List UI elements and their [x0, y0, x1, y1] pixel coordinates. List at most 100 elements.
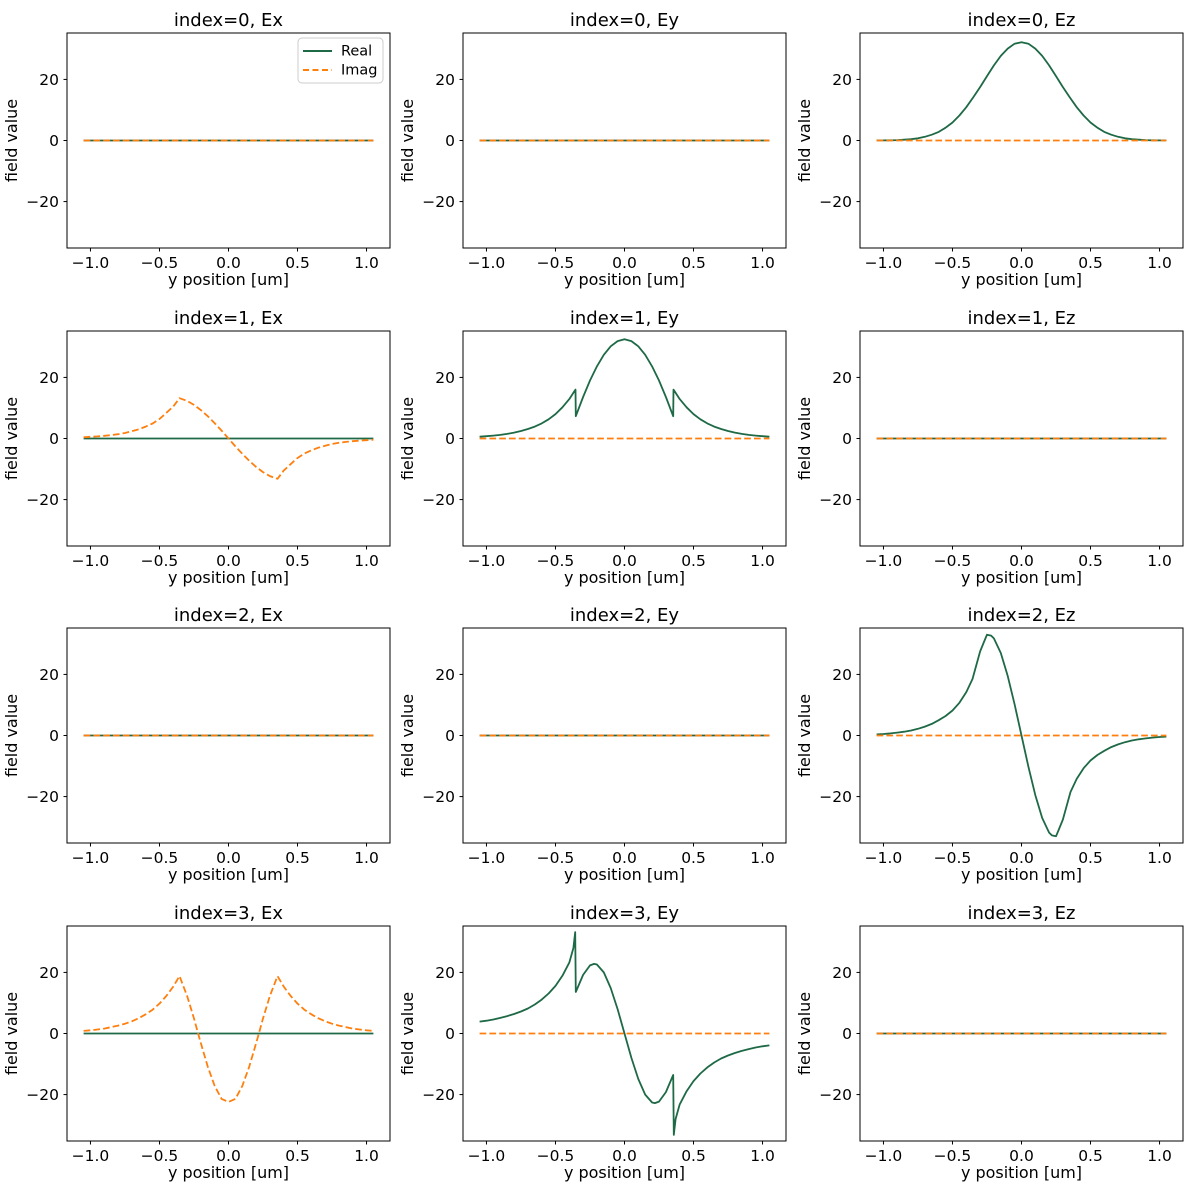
y-tick-label: 20 [436, 666, 456, 684]
y-axis-label: field value [2, 991, 21, 1074]
x-tick-label: 0.5 [285, 254, 310, 272]
y-axis-label: field value [2, 694, 21, 777]
x-tick-label: −0.5 [141, 551, 179, 569]
x-tick-label: 0.5 [1078, 551, 1103, 569]
plot-frame [462, 925, 787, 1141]
subplot-4: index=1, Ey −1.0 −0.5 0.0 0.5 1.0 −20 0 20 y posi… [398, 308, 787, 586]
plot-frame [66, 330, 391, 546]
x-tick-label: −0.5 [537, 849, 575, 867]
subplot-5: index=1, Ez −1.0 −0.5 0.0 0.5 1.0 −20 0 20 y posi… [795, 308, 1184, 586]
chart-title: index=3, Ey [570, 903, 680, 924]
y-tick-label: 0 [842, 132, 852, 150]
y-tick-label: 20 [39, 666, 59, 684]
x-tick-label: 0.0 [1009, 254, 1034, 272]
y-axis-label: field value [398, 396, 417, 479]
x-tick-label: 0.0 [216, 254, 241, 272]
x-tick-label: −0.5 [141, 849, 179, 867]
real-line [479, 930, 770, 1136]
x-axis-label: y position [um] [961, 270, 1082, 289]
chart-title: index=1, Ey [570, 308, 680, 329]
y-tick-label: 20 [436, 963, 456, 981]
y-tick-label: −20 [819, 491, 852, 509]
x-tick-label: 0.5 [682, 849, 707, 867]
y-axis-label: field value [795, 396, 814, 479]
x-tick-label: 1.0 [354, 254, 379, 272]
x-tick-label: 1.0 [1147, 254, 1172, 272]
x-axis-label: y position [um] [564, 567, 685, 586]
x-tick-label: −0.5 [141, 254, 179, 272]
y-axis-label: field value [398, 991, 417, 1074]
x-tick-label: 0.5 [682, 254, 707, 272]
real-line [876, 633, 1167, 838]
chart-title: index=1, Ez [967, 308, 1075, 329]
y-tick-label: 0 [842, 1025, 852, 1043]
subplot-1: index=0, Ey −1.0 −0.5 0.0 0.5 1.0 −20 0 20 y posi… [398, 10, 787, 289]
x-tick-label: −1.0 [72, 551, 110, 569]
x-tick-label: 0.0 [216, 551, 241, 569]
subplot-6: index=2, Ex −1.0 −0.5 0.0 0.5 1.0 −20 0 20 y posi… [2, 605, 391, 884]
y-tick-label: 0 [49, 1025, 59, 1043]
subplot-11: index=3, Ez −1.0 −0.5 0.0 0.5 1.0 −20 0 20 y posi… [795, 903, 1184, 1181]
plot-frame [859, 925, 1184, 1141]
plot-frame [66, 32, 391, 249]
chart-title: index=2, Ey [570, 605, 680, 626]
x-axis-label: y position [um] [961, 1162, 1082, 1181]
subplot-7: index=2, Ey −1.0 −0.5 0.0 0.5 1.0 −20 0 20 y posi… [398, 605, 787, 884]
y-tick-label: −20 [26, 193, 59, 211]
plot-frame [859, 330, 1184, 546]
y-tick-label: 0 [49, 727, 59, 745]
chart-title: index=2, Ex [174, 605, 284, 626]
y-tick-label: 0 [445, 132, 455, 150]
x-tick-label: −0.5 [933, 1146, 971, 1164]
chart-title: index=3, Ex [174, 903, 284, 924]
x-tick-label: 0.0 [1009, 1146, 1034, 1164]
x-tick-label: 0.5 [682, 551, 707, 569]
x-tick-label: 0.5 [1078, 254, 1103, 272]
plot-frame [859, 32, 1184, 249]
y-tick-label: −20 [26, 788, 59, 806]
x-tick-label: −0.5 [933, 849, 971, 867]
x-tick-label: 1.0 [354, 1146, 379, 1164]
x-tick-label: −0.5 [933, 254, 971, 272]
plot-frame [66, 925, 391, 1141]
y-axis-label: field value [795, 99, 814, 182]
x-tick-label: −1.0 [468, 551, 506, 569]
x-axis-label: y position [um] [564, 865, 685, 884]
plot-frame [66, 627, 391, 844]
y-tick-label: −20 [423, 491, 456, 509]
subplot-8: index=2, Ez −1.0 −0.5 0.0 0.5 1.0 −20 0 20 y posi… [795, 605, 1184, 884]
x-tick-label: 0.5 [1078, 1146, 1103, 1164]
x-tick-label: −0.5 [537, 1146, 575, 1164]
x-tick-label: 0.0 [613, 254, 638, 272]
legend-label-real: Real [341, 44, 372, 60]
x-tick-label: 1.0 [751, 551, 776, 569]
y-tick-label: 20 [39, 963, 59, 981]
x-tick-label: 0.0 [613, 849, 638, 867]
y-tick-label: −20 [423, 788, 456, 806]
x-axis-label: y position [um] [168, 567, 289, 586]
plot-frame [462, 32, 787, 249]
subplot-0: index=0, Ex −1.0 −0.5 0.0 0.5 1.0 −20 0 20 y posi… [2, 10, 391, 289]
y-tick-label: 20 [436, 71, 456, 89]
imag-line [83, 974, 374, 1103]
y-tick-label: −20 [423, 1086, 456, 1104]
x-tick-label: 0.0 [1009, 849, 1034, 867]
y-tick-label: 0 [49, 430, 59, 448]
x-tick-label: −0.5 [933, 551, 971, 569]
subplot-2: index=0, Ez −1.0 −0.5 0.0 0.5 1.0 −20 0 20 y posi… [795, 10, 1184, 289]
y-axis-label: field value [2, 396, 21, 479]
x-tick-label: 0.5 [285, 551, 310, 569]
x-tick-label: −1.0 [864, 551, 902, 569]
y-tick-label: 20 [832, 666, 852, 684]
subplot-9: index=3, Ex −1.0 −0.5 0.0 0.5 1.0 −20 0 20 y posi… [2, 903, 391, 1181]
y-tick-label: −20 [819, 788, 852, 806]
y-tick-label: 0 [445, 430, 455, 448]
x-tick-label: −1.0 [72, 1146, 110, 1164]
x-tick-label: 0.0 [613, 1146, 638, 1164]
y-tick-label: −20 [819, 193, 852, 211]
y-tick-label: 20 [39, 71, 59, 89]
y-axis-label: field value [398, 694, 417, 777]
x-tick-label: 0.5 [285, 1146, 310, 1164]
x-tick-label: 0.0 [216, 849, 241, 867]
x-tick-label: 0.0 [1009, 551, 1034, 569]
